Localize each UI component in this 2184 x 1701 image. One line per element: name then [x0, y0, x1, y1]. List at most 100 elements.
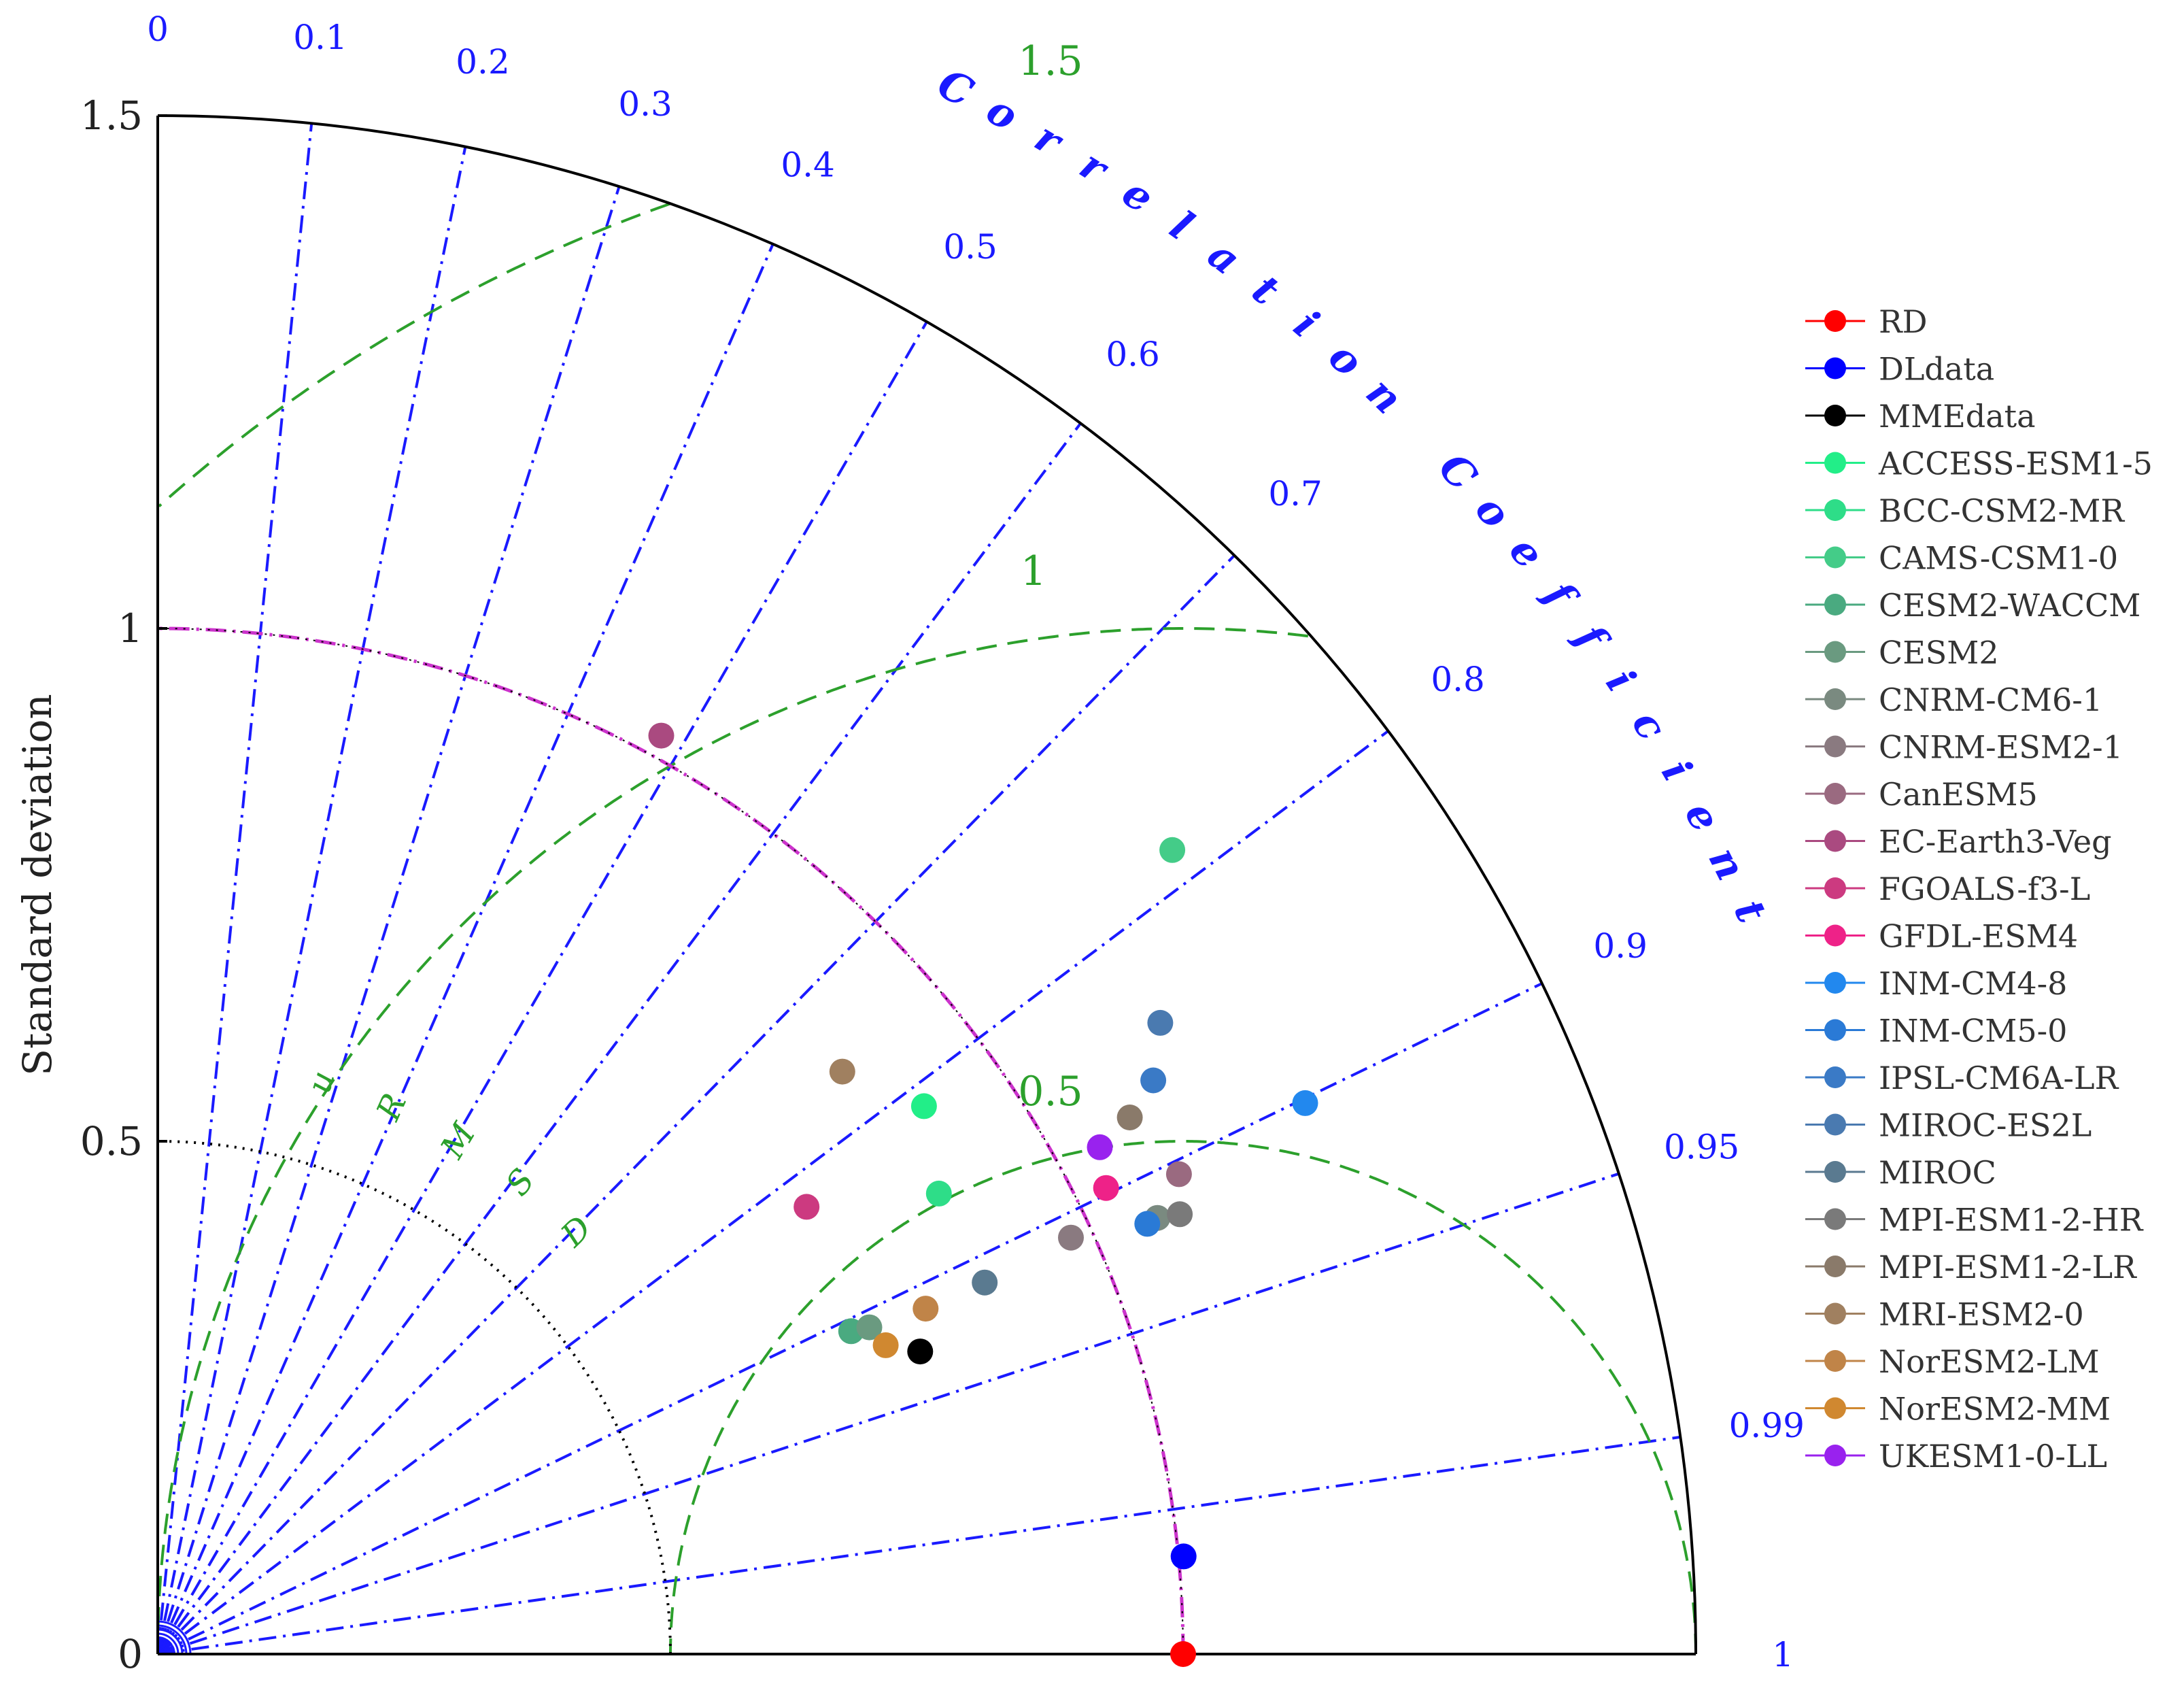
rmsd-title-char: u	[300, 1066, 343, 1098]
point-canesm5	[1165, 1161, 1192, 1188]
legend-marker	[1824, 1161, 1846, 1183]
y-axis-title: Standard deviation	[14, 694, 61, 1075]
point-inm-cm4-8	[1292, 1090, 1318, 1116]
correlation-tick-label: 0.6	[1106, 335, 1160, 374]
correlation-title-char: r	[1072, 141, 1118, 194]
rmsd-title-char: S	[498, 1162, 542, 1203]
legend-marker	[1824, 688, 1846, 710]
points-layer	[648, 722, 1318, 1667]
legend-label: INM-CM5-0	[1879, 1013, 2067, 1049]
legend-label: CanESM5	[1879, 776, 2038, 813]
legend-label: RD	[1879, 303, 1928, 340]
rmsd-label: 1	[1021, 548, 1046, 595]
correlation-tick-label: 0.4	[781, 145, 835, 184]
legend-label: CESM2-WACCM	[1879, 587, 2140, 624]
correlation-title-char: o	[1466, 486, 1520, 538]
grid-layer	[156, 123, 1697, 1655]
correlation-title-char: i	[1652, 752, 1701, 790]
origin-arc	[157, 1628, 184, 1655]
legend-label: MIROC-ES2L	[1879, 1107, 2092, 1144]
legend-marker	[1824, 594, 1846, 616]
legend-marker	[1824, 1113, 1846, 1136]
correlation-line	[156, 186, 621, 1655]
legend-marker	[1824, 1066, 1846, 1088]
correlation-line	[156, 146, 467, 1655]
legend-marker	[1824, 357, 1846, 380]
legend-label: MPI-ESM1-2-HR	[1879, 1202, 2144, 1239]
correlation-title-char: r	[1027, 114, 1072, 167]
correlation-tick-label: 0.9	[1593, 926, 1648, 966]
point-ukesm1-0-ll	[1087, 1134, 1113, 1160]
legend-label: IPSL-CM6A-LR	[1879, 1060, 2119, 1096]
correlation-tick-label: 0.95	[1664, 1128, 1739, 1167]
point-dldata	[1170, 1543, 1197, 1570]
legend-label: MRI-ESM2-0	[1879, 1296, 2084, 1333]
outer-arc	[157, 114, 1697, 1655]
legend-label: UKESM1-0-LL	[1879, 1438, 2107, 1475]
correlation-tick-label: 0.7	[1268, 474, 1323, 513]
legend-marker	[1824, 877, 1846, 899]
legend-marker	[1824, 1208, 1846, 1230]
correlation-title-char: i	[1284, 301, 1327, 348]
legend-label: MPI-ESM1-2-LR	[1879, 1249, 2137, 1285]
legend-label: CAMS-CSM1-0	[1879, 540, 2118, 577]
legend-marker	[1824, 972, 1846, 994]
correlation-title-char: o	[1320, 333, 1372, 386]
legend-marker	[1824, 924, 1846, 947]
legend-marker	[1824, 310, 1846, 332]
point-gfdl-esm4	[1093, 1175, 1119, 1201]
legend-marker	[1824, 783, 1846, 805]
std-tick-label: 0.5	[80, 1118, 143, 1164]
reference-std-arc	[157, 626, 1185, 1655]
legend-label: EC-Earth3-Veg	[1879, 824, 2112, 860]
correlation-title-char: t	[1724, 893, 1775, 930]
legend-marker	[1824, 499, 1846, 521]
legend-label: CESM2	[1879, 635, 1999, 671]
rmsd-contour	[669, 1140, 1697, 1654]
legend-marker	[1824, 830, 1846, 852]
correlation-tick-label: 0.3	[618, 84, 672, 124]
std-tick-label: 1	[118, 605, 143, 652]
correlation-title-char: n	[1357, 369, 1412, 424]
legend-label: GFDL-ESM4	[1879, 918, 2078, 955]
point-mri-esm2-0	[829, 1058, 855, 1085]
rmsd-label: 1.5	[1018, 37, 1082, 85]
legend-label: MMEdata	[1879, 398, 2036, 435]
legend-marker	[1824, 1302, 1846, 1325]
rmsd-label: 0.5	[1018, 1068, 1082, 1115]
legend-marker	[1824, 546, 1846, 569]
correlation-title-char: C	[930, 60, 981, 117]
point-mpi-esm1-2-hr	[1167, 1201, 1193, 1228]
rmsd-title-char: M	[433, 1115, 484, 1166]
legend-label: NorESM2-MM	[1879, 1391, 2111, 1428]
point-rd	[1170, 1641, 1196, 1667]
rmsd-contour	[158, 202, 670, 507]
point-miroc-es2l	[1147, 1009, 1174, 1036]
point-ec-earth3-veg	[648, 722, 675, 749]
legend-label: ACCESS-ESM1-5	[1878, 445, 2153, 482]
legend-marker	[1824, 641, 1846, 663]
point-cesm2	[856, 1314, 883, 1341]
point-miroc	[972, 1269, 998, 1296]
point-cams-csm1-0	[1159, 837, 1186, 863]
point-bcc-csm2-mr	[925, 1180, 952, 1207]
legend-label: DLdata	[1879, 351, 1994, 388]
legend-label: CNRM-ESM2-1	[1879, 729, 2123, 766]
origin-arc	[157, 1636, 175, 1655]
correlation-line	[156, 123, 313, 1655]
legend-label: NorESM2-LM	[1879, 1343, 2100, 1380]
correlation-tick-label: 0	[147, 10, 169, 49]
correlation-line	[156, 422, 1082, 1655]
correlation-title-char: f	[1565, 614, 1619, 663]
legend-label: CNRM-CM6-1	[1879, 681, 2102, 718]
legend-marker	[1824, 1397, 1846, 1419]
correlation-tick-label: 0.8	[1431, 660, 1485, 699]
legend-label: BCC-CSM2-MR	[1879, 492, 2125, 529]
legend-marker	[1824, 1019, 1846, 1041]
legend: RD DLdata MMEdata ACCESS-ESM1-5 BCC-CSM2-MR C…	[1805, 303, 2153, 1475]
point-cnrm-esm2-1	[1058, 1224, 1084, 1251]
std-tick-label: 0	[118, 1631, 143, 1677]
point-mmedata	[907, 1338, 934, 1365]
correlation-title-char: a	[1199, 231, 1248, 284]
point-ipsl-cm6a-lr	[1140, 1067, 1167, 1094]
